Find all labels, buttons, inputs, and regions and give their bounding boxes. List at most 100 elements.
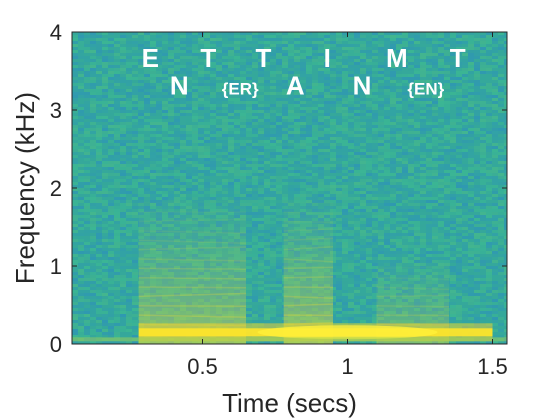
- texture-cell: [468, 89, 474, 92]
- texture-cell: [210, 71, 216, 74]
- texture-cell: [180, 74, 186, 77]
- texture-cell: [150, 191, 156, 194]
- texture-cell: [156, 167, 162, 170]
- texture-cell: [504, 146, 507, 149]
- texture-cell: [306, 77, 312, 80]
- texture-cell: [354, 188, 360, 191]
- texture-cell: [360, 197, 366, 200]
- texture-cell: [342, 221, 348, 224]
- texture-cell: [144, 140, 150, 143]
- texture-cell: [324, 86, 330, 89]
- texture-cell: [240, 101, 246, 104]
- texture-cell: [276, 74, 282, 77]
- texture-cell: [324, 95, 330, 98]
- texture-cell: [186, 32, 192, 35]
- texture-cell: [276, 119, 282, 122]
- texture-cell: [246, 56, 252, 59]
- texture-cell: [108, 221, 114, 224]
- texture-cell: [444, 137, 450, 140]
- texture-cell: [294, 173, 300, 176]
- texture-cell: [288, 107, 294, 110]
- texture-cell: [408, 182, 414, 185]
- texture-cell: [462, 128, 468, 131]
- texture-cell: [240, 113, 246, 116]
- texture-cell: [492, 68, 498, 71]
- texture-cell: [438, 95, 444, 98]
- texture-cell: [264, 122, 270, 125]
- texture-cell: [504, 134, 507, 137]
- texture-cell: [438, 92, 444, 95]
- texture-cell: [102, 173, 108, 176]
- texture-cell: [336, 32, 342, 35]
- texture-cell: [360, 188, 366, 191]
- texture-cell: [138, 32, 144, 35]
- texture-cell: [408, 35, 414, 38]
- texture-cell: [420, 233, 426, 236]
- texture-cell: [234, 92, 240, 95]
- texture-cell: [270, 83, 276, 86]
- texture-cell: [120, 59, 126, 62]
- texture-cell: [414, 194, 420, 197]
- texture-cell: [402, 173, 408, 176]
- texture-cell: [432, 71, 438, 74]
- texture-cell: [348, 110, 354, 113]
- texture-cell: [210, 182, 216, 185]
- texture-cell: [414, 41, 420, 44]
- texture-cell: [372, 200, 378, 203]
- texture-cell: [234, 158, 240, 161]
- texture-cell: [390, 218, 396, 221]
- texture-cell: [480, 62, 486, 65]
- texture-cell: [276, 44, 282, 47]
- texture-cell: [126, 53, 132, 56]
- texture-cell: [222, 191, 228, 194]
- texture-cell: [102, 170, 108, 173]
- texture-cell: [144, 107, 150, 110]
- texture-cell: [186, 38, 192, 41]
- texture-cell: [162, 98, 168, 101]
- texture-cell: [258, 95, 264, 98]
- texture-cell: [120, 200, 126, 203]
- texture-cell: [444, 218, 450, 221]
- texture-cell: [480, 74, 486, 77]
- texture-cell: [468, 167, 474, 170]
- texture-cell: [288, 92, 294, 95]
- texture-cell: [354, 119, 360, 122]
- texture-cell: [108, 44, 114, 47]
- texture-cell: [108, 47, 114, 50]
- texture-cell: [84, 110, 90, 113]
- texture-cell: [234, 149, 240, 152]
- texture-cell: [192, 80, 198, 83]
- texture-cell: [144, 92, 150, 95]
- texture-cell: [324, 59, 330, 62]
- texture-cell: [258, 146, 264, 149]
- texture-cell: [408, 227, 414, 230]
- texture-cell: [438, 203, 444, 206]
- texture-cell: [474, 200, 480, 203]
- texture-cell: [462, 155, 468, 158]
- texture-cell: [378, 95, 384, 98]
- texture-cell: [486, 188, 492, 191]
- texture-cell: [468, 137, 474, 140]
- texture-cell: [402, 83, 408, 86]
- texture-cell: [84, 119, 90, 122]
- texture-cell: [102, 59, 108, 62]
- texture-cell: [210, 80, 216, 83]
- texture-cell: [414, 137, 420, 140]
- texture-cell: [222, 119, 228, 122]
- texture-cell: [192, 110, 198, 113]
- texture-cell: [366, 182, 372, 185]
- texture-cell: [438, 56, 444, 59]
- texture-cell: [348, 122, 354, 125]
- texture-cell: [378, 176, 384, 179]
- texture-cell: [216, 59, 222, 62]
- texture-cell: [84, 47, 90, 50]
- texture-cell: [90, 101, 96, 104]
- texture-cell: [282, 68, 288, 71]
- texture-cell: [264, 176, 270, 179]
- texture-cell: [234, 161, 240, 164]
- texture-cell: [252, 233, 258, 236]
- texture-cell: [180, 143, 186, 146]
- texture-cell: [204, 194, 210, 197]
- texture-cell: [456, 182, 462, 185]
- texture-cell: [168, 125, 174, 128]
